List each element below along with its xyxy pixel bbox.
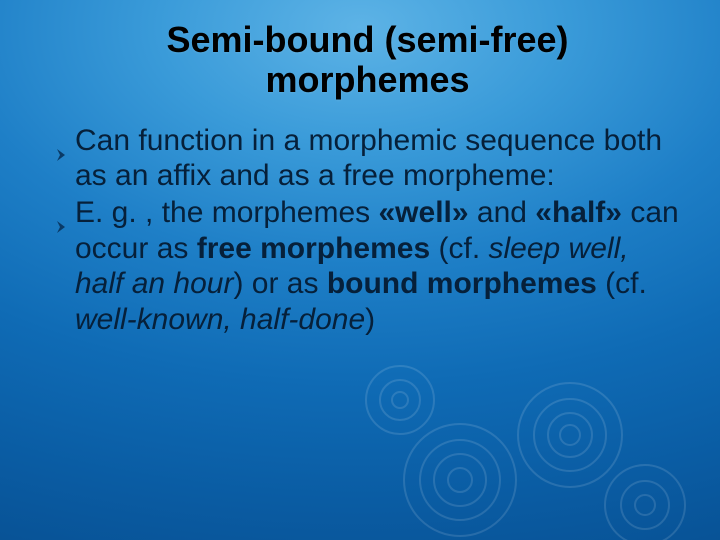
- slide-title: Semi-bound (semi-free) morphemes: [55, 20, 680, 101]
- bullet-item: E. g. , the morphemes «well» and «half» …: [55, 195, 680, 337]
- title-line-1: Semi-bound (semi-free): [55, 20, 680, 60]
- text-run: free morphemes: [197, 232, 430, 265]
- bullet-text: E. g. , the morphemes «well» and «half» …: [75, 195, 680, 337]
- title-line-2: morphemes: [55, 60, 680, 100]
- text-run: ) or as: [233, 267, 326, 300]
- text-run: E. g. , the morphemes: [75, 196, 378, 229]
- text-run: «half»: [535, 196, 622, 229]
- text-run: «well»: [378, 196, 468, 229]
- chevron-icon: [55, 207, 69, 242]
- text-run: (cf.: [430, 232, 488, 265]
- text-run: Can function in a morphemic sequence bot…: [75, 124, 662, 192]
- text-run: well-known, half-done: [75, 303, 365, 336]
- slide: Semi-bound (semi-free) morphemes Can fun…: [0, 0, 720, 540]
- text-run: bound morphemes: [327, 267, 597, 300]
- text-run: (cf.: [597, 267, 647, 300]
- bullet-text: Can function in a morphemic sequence bot…: [75, 123, 680, 194]
- text-run: ): [365, 303, 375, 336]
- text-run: and: [469, 196, 536, 229]
- slide-body: Can function in a morphemic sequence bot…: [55, 123, 680, 337]
- ripple-decoration: [340, 340, 720, 540]
- chevron-icon: [55, 135, 69, 170]
- bullet-item: Can function in a morphemic sequence bot…: [55, 123, 680, 194]
